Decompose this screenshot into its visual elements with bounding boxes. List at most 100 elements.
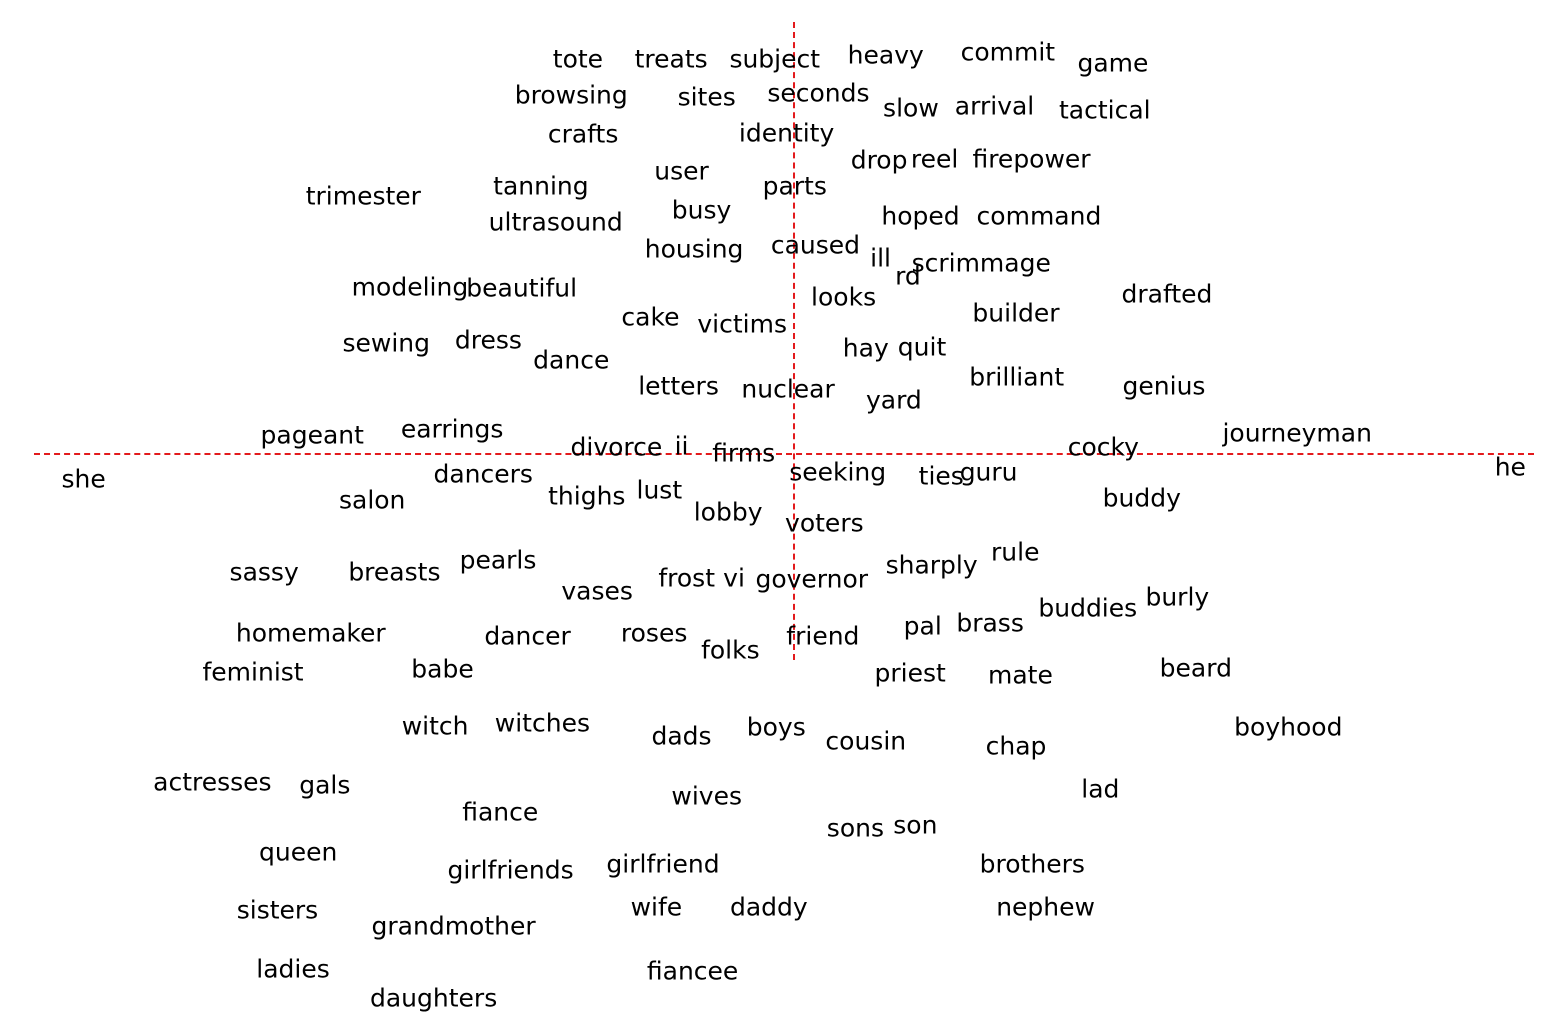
word-label-housing: housing [644,234,744,264]
word-label-letters: letters [638,371,719,401]
word-label-arrival: arrival [954,91,1035,121]
word-label-browsing: browsing [514,80,628,110]
word-label-gals: gals [299,770,351,800]
word-label-crafts: crafts [547,119,619,149]
word-label-vases: vases [561,576,633,606]
word-label-witch: witch [401,711,469,741]
word-label-ties: ties [918,461,964,491]
word-label-wives: wives [671,781,742,811]
word-label-fiancee: fiancee [646,956,739,986]
word-label-actresses: actresses [153,767,272,797]
word-label-modeling: modeling [351,272,469,302]
word-label-lad: lad [1081,774,1120,804]
word-label-rule: rule [991,537,1040,567]
word-label-dads: dads [651,721,712,751]
word-label-daughters: daughters [369,983,498,1013]
word-label-girlfriend: girlfriend [606,849,720,879]
word-label-nephew: nephew [996,892,1095,922]
word-label-dress: dress [454,325,522,355]
vertical-reference-line [793,22,795,660]
word-label-subject: subject [729,44,821,74]
word-label-sassy: sassy [229,557,299,587]
word-label-tote: tote [552,44,604,74]
word-label-dancer: dancer [484,621,571,651]
word-label-mate: mate [988,660,1053,690]
word-label-hay: hay [842,333,889,363]
word-label-priest: priest [874,658,946,688]
word-label-witches: witches [494,708,590,738]
word-label-pal: pal [903,611,942,641]
word-label-tactical: tactical [1058,95,1151,125]
word-label-hoped: hoped [881,201,960,231]
word-label-tanning: tanning [493,171,589,201]
word-label-sites: sites [677,82,736,112]
word-label-victims: victims [697,309,787,339]
word-label-brass: brass [956,608,1024,638]
word-label-user: user [654,156,709,186]
word-label-command: command [976,201,1102,231]
word-label-frost: frost [658,563,716,593]
word-label-folks: folks [701,635,760,665]
word-label-ultrasound: ultrasound [488,207,623,237]
word-label-caused: caused [770,230,861,260]
word-label-busy: busy [671,195,732,225]
word-label-dancers: dancers [433,459,533,489]
word-label-beautiful: beautiful [466,273,578,303]
word-label-daddy: daddy [729,892,808,922]
word-label-babe: babe [411,654,474,684]
word-label-boys: boys [746,712,806,742]
word-label-queen: queen [259,837,338,867]
word-label-sharply: sharply [885,550,978,580]
word-label-buddies: buddies [1038,593,1138,623]
word-label-firepower: firepower [972,144,1091,174]
word-label-genius: genius [1122,371,1206,401]
word-label-breasts: breasts [348,557,441,587]
word-label-slow: slow [883,93,939,123]
word-label-ill: ill [870,243,891,273]
word-label-yard: yard [865,385,922,415]
word-label-lust: lust [636,475,683,505]
word-label-she: she [61,464,106,494]
word-label-salon: salon [338,485,406,515]
word-label-sisters: sisters [236,895,319,925]
word-label-earrings: earrings [400,414,504,444]
word-label-firms: firms [712,438,776,468]
word-label-boyhood: boyhood [1234,712,1343,742]
word-label-ladies: ladies [256,954,330,984]
word-label-quit: quit [897,332,947,362]
word-label-guru: guru [959,457,1018,487]
word-label-trimester: trimester [305,181,421,211]
word-label-cake: cake [621,302,680,332]
word-label-homemaker: homemaker [235,618,386,648]
word-scatter-plot: she he tote treats subject heavy commit game bro… [34,22,1534,1011]
word-label-seeking: seeking [789,457,887,487]
word-label-chap: chap [985,731,1047,761]
word-label-fiance: fiance [462,797,539,827]
word-label-grandmother: grandmother [371,911,536,941]
word-label-he: he [1494,452,1526,482]
word-label-heavy: heavy [847,40,924,70]
word-label-identity: identity [738,118,835,148]
word-label-journeyman: journeyman [1222,418,1372,448]
word-label-reel: reel [910,144,959,174]
word-label-governor: governor [755,564,869,594]
word-label-vi: vi [723,563,745,593]
word-label-seconds: seconds [767,78,870,108]
word-label-parts: parts [762,171,827,201]
word-label-cousin: cousin [825,726,907,756]
word-label-thighs: thighs [548,481,626,511]
word-label-pearls: pearls [459,545,537,575]
word-label-scrimmage: scrimmage [911,248,1051,278]
word-label-builder: builder [972,298,1060,328]
word-label-cocky: cocky [1067,432,1139,462]
word-label-feminist: feminist [202,657,304,687]
word-label-son: son [893,810,938,840]
word-label-divorce: divorce [570,432,663,462]
word-label-voters: voters [785,508,864,538]
word-label-brilliant: brilliant [969,362,1065,392]
word-label-girlfriends: girlfriends [447,855,574,885]
horizontal-reference-line [34,453,1534,455]
word-label-game: game [1077,48,1149,78]
word-label-roses: roses [620,618,688,648]
word-label-sons: sons [826,813,885,843]
